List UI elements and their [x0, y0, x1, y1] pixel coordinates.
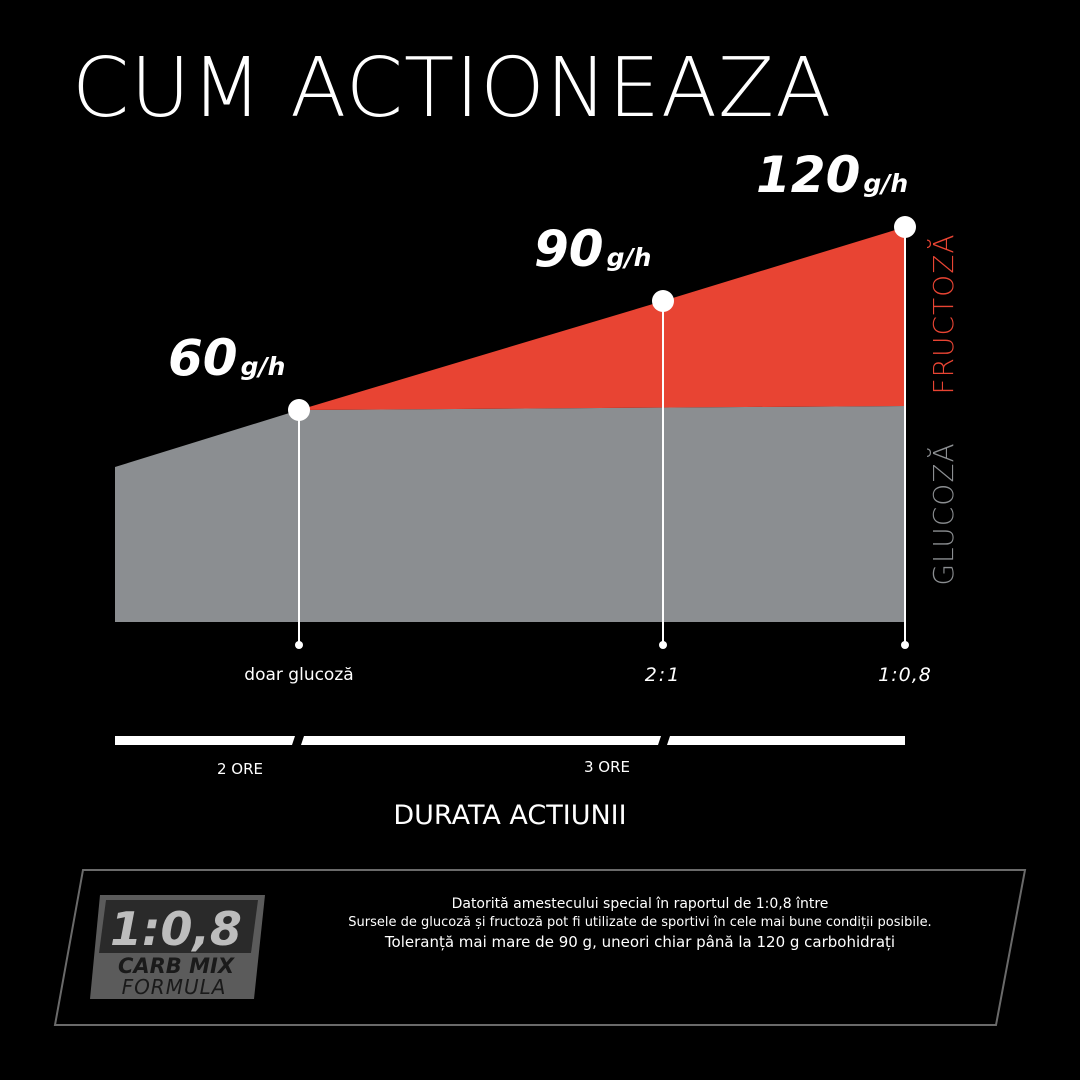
- info-line-2: Sursele de glucoză și fructoză pot fi ut…: [348, 915, 932, 930]
- badge-line2: FORMULA: [122, 975, 227, 999]
- legend-glucose: GLUCOZĂ: [926, 442, 960, 585]
- glucose-area: [115, 406, 905, 622]
- info-line-3: Toleranță mai mare de 90 g, uneori chiar…: [384, 933, 896, 951]
- legend-fructose: FRUCTOZĂ: [926, 233, 960, 394]
- data-point-3: [894, 216, 916, 238]
- fructose-area: [299, 227, 905, 410]
- duration-bar-2: [301, 736, 661, 745]
- duration-bar-3: [667, 736, 905, 745]
- duration-bar-1: [115, 736, 295, 745]
- info-line-1: Datorită amestecului special în raportul…: [451, 896, 829, 912]
- duration-label-1: 2 ORE: [217, 760, 263, 778]
- badge-line1: CARB MIX: [118, 954, 236, 978]
- marker-base-dot-3: [901, 641, 909, 649]
- ratio-label-1: doar glucoză: [244, 665, 353, 685]
- rate-label-3: 120 g/h: [756, 146, 908, 204]
- ratio-label-2: 2:1: [645, 664, 682, 686]
- marker-base-dot-2: [659, 641, 667, 649]
- page-title: CUM ACTIONEAZA: [72, 41, 833, 136]
- rate-label-1: 60 g/h: [168, 329, 285, 387]
- ratio-label-3: 1:0,8: [878, 664, 932, 686]
- data-point-1: [288, 399, 310, 421]
- data-point-2: [652, 290, 674, 312]
- duration-label-2: 3 ORE: [584, 758, 630, 776]
- duration-axis-title: DURATA ACTIUNII: [393, 800, 627, 831]
- rate-label-2: 90 g/h: [534, 220, 651, 278]
- marker-base-dot-1: [295, 641, 303, 649]
- info-text: Datorită amestecului special în raportul…: [300, 894, 980, 952]
- carb-mix-badge: 1:0,8 CARB MIX FORMULA: [90, 895, 265, 999]
- badge-ratio: 1:0,8: [110, 902, 242, 956]
